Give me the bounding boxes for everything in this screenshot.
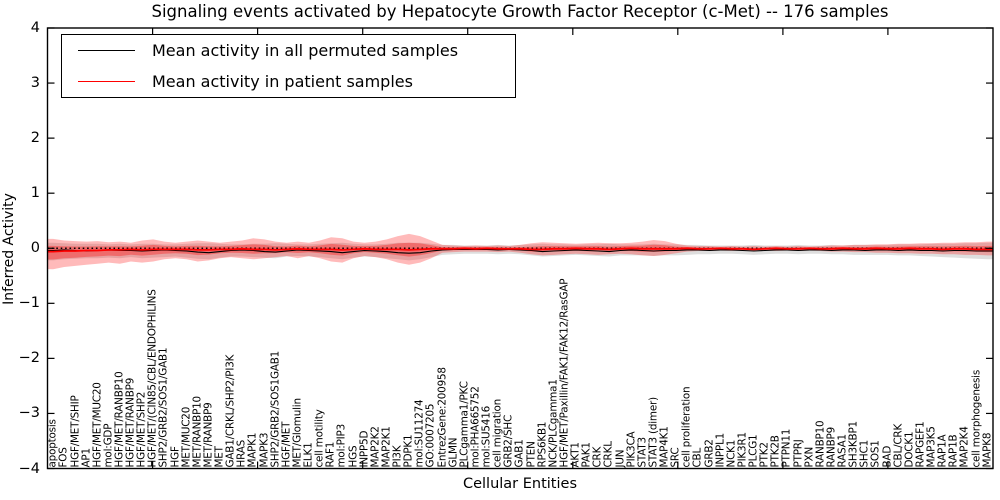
x-category-label: mol:GDP — [102, 423, 115, 468]
x-category-label: PLCgamma1/PKC — [458, 381, 471, 468]
x-category-label: RAPGEF1 — [914, 421, 927, 468]
y-tick-label: 4 — [30, 20, 40, 36]
x-category-label: PLCG1 — [747, 434, 760, 468]
x-category-label: HGF/MET/Paxillin/FAK1/FAK12/RasGAP — [558, 278, 571, 468]
x-category-label: GAB1 — [513, 439, 526, 468]
x-category-label: RANBP9 — [825, 427, 838, 468]
x-category-label: CBL — [691, 447, 704, 468]
x-category-label: BAD — [881, 445, 894, 468]
x-category-label: INPP5D — [358, 430, 371, 468]
x-axis-label: Cellular Entities — [462, 476, 578, 492]
x-category-label: GLMN — [447, 437, 460, 468]
x-category-label: SOS1 — [869, 440, 882, 468]
x-category-label: FOS — [57, 447, 70, 468]
x-category-label: STAT3 (dimer) — [647, 397, 660, 468]
legend: Mean activity in all permuted samples Me… — [61, 34, 516, 98]
patient-line-icon — [78, 81, 135, 82]
x-category-label: MAP2K4 — [958, 426, 971, 468]
x-category-label: HGF/MET/MUC20 — [91, 382, 104, 468]
x-category-label: PTEN — [525, 441, 538, 468]
legend-item-patient: Mean activity in patient samples — [62, 72, 515, 91]
x-category-label: MET/RANBP10 — [191, 396, 204, 468]
x-category-label: HGF — [169, 446, 182, 468]
x-category-label: SHP2/GRB2/SOS1GAB1 — [269, 350, 282, 468]
x-category-label: MAP4K1 — [658, 426, 671, 468]
x-category-label: cell morphogenesis — [970, 369, 982, 468]
x-category-label: MAPK1 — [246, 432, 259, 468]
y-tick-label: −3 — [18, 405, 40, 422]
x-category-label: MET/MUC20 — [180, 406, 193, 468]
x-category-label: mol:PIP3 — [335, 424, 348, 468]
x-category-label: GRB2 — [703, 439, 716, 468]
x-category-label: MET/RANBP9 — [202, 402, 215, 468]
x-category-label: PTPRJ — [792, 439, 805, 468]
y-tick-label: 1 — [30, 185, 40, 202]
x-category-label: MAP2K1 — [380, 426, 393, 468]
x-category-label: HGF/MET — [280, 421, 293, 468]
x-category-label: MAP3K5 — [925, 426, 938, 468]
x-category-label: PXN — [803, 446, 816, 468]
permuted-line-icon — [78, 50, 135, 51]
x-category-label: CBL/CRK — [892, 423, 905, 468]
x-category-label: PI3K — [391, 445, 404, 468]
legend-label-patient: Mean activity in patient samples — [152, 72, 413, 91]
x-category-label: mol:SU5416 — [480, 405, 493, 468]
x-category-label: EntrezGene:200958 — [436, 367, 449, 468]
y-tick-label: 2 — [30, 130, 40, 147]
y-tick-label: 3 — [30, 75, 40, 92]
x-category-label: PIK3R1 — [736, 432, 749, 468]
x-category-label: RASA1 — [836, 434, 849, 468]
x-category-label: RANBP10 — [814, 420, 827, 468]
x-category-label: AP1 — [80, 448, 93, 468]
x-category-label: CRKL — [602, 441, 615, 468]
x-category-label: AKT1 — [569, 442, 582, 468]
y-tick-label: −1 — [18, 295, 40, 312]
x-category-label: INPPL1 — [714, 432, 727, 468]
y-tick-label: −4 — [18, 460, 40, 477]
x-category-label: RPS6KB1 — [536, 421, 549, 468]
x-category-label: mol:PHA665752 — [469, 386, 482, 468]
x-category-label: JUN — [614, 449, 627, 468]
x-category-label: NCK/PLCgamma1 — [547, 379, 560, 468]
legend-label-permuted: Mean activity in all permuted samples — [152, 41, 459, 60]
x-category-label: HGF/MET/RANBP10 — [113, 371, 126, 468]
x-category-label: MAP2K2 — [369, 426, 382, 468]
x-category-label: HGS — [347, 445, 360, 468]
x-category-label: STAT3 — [636, 437, 649, 468]
y-tick-label: −2 — [18, 350, 40, 367]
x-category-label: PIK3CA — [625, 431, 638, 468]
x-category-label: GO:0007205 — [424, 403, 437, 468]
x-category-label: DOCK1 — [903, 431, 916, 468]
legend-item-permuted: Mean activity in all permuted samples — [62, 41, 515, 60]
x-category-label: MET/Glomulin — [291, 398, 304, 468]
chart-title: Signaling events activated by Hepatocyte… — [151, 2, 889, 21]
x-category-label: SHP2/GRB2/SOS1/GAB1 — [157, 347, 170, 468]
y-tick-label: 0 — [30, 240, 40, 257]
x-category-label: MAPK3 — [258, 432, 271, 468]
x-category-label: MAPK8 — [981, 432, 994, 468]
x-category-label: PTPN11 — [780, 428, 793, 468]
x-category-label: HGF/MET/SHIP — [69, 395, 81, 468]
x-category-label: NCK1 — [725, 439, 738, 468]
